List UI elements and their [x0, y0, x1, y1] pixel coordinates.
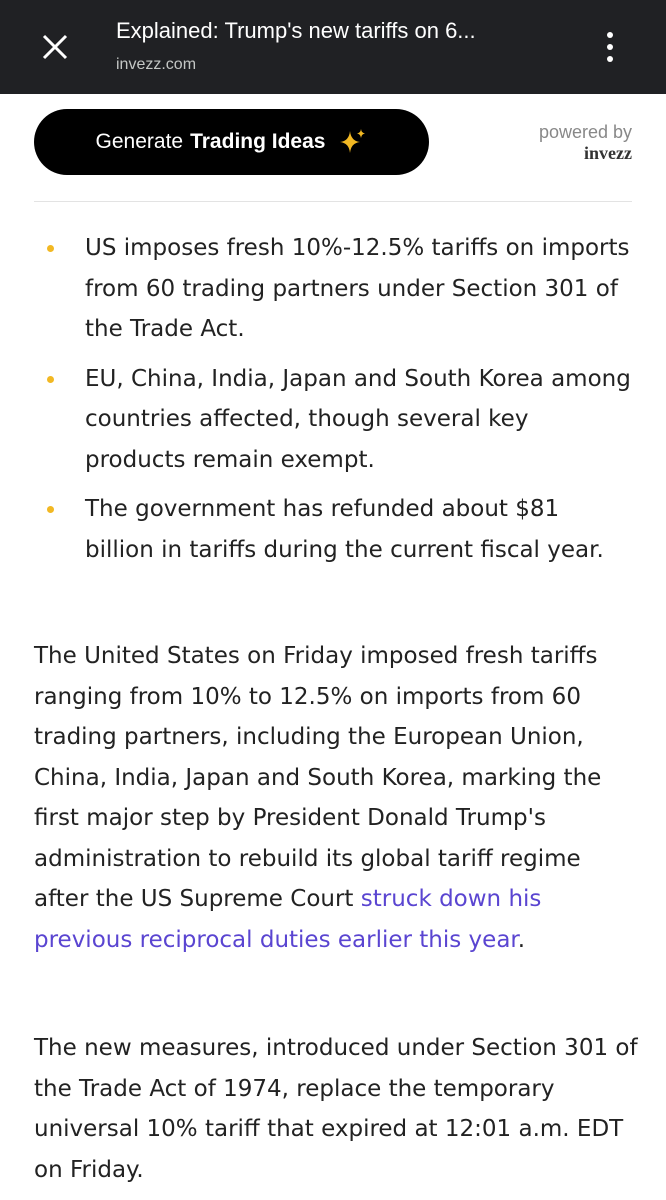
page-url: invezz.com [116, 56, 197, 73]
bullet-item: The government has refunded about $81 bi… [34, 489, 634, 570]
paragraph: The new measures, introduced under Secti… [34, 1028, 639, 1190]
page-title: Explained: Trump's new tariffs on 6... [116, 18, 476, 43]
key-points: US imposes fresh 10%-12.5% tariffs on im… [34, 228, 634, 579]
paragraph-text: The United States on Friday imposed fres… [34, 643, 602, 912]
brand-logo[interactable]: invezz [584, 143, 632, 163]
paragraph-text: The new measures, introduced under Secti… [34, 1035, 638, 1183]
bullet-item: US imposes fresh 10%-12.5% tariffs on im… [34, 228, 634, 350]
sparkle-icon [340, 129, 366, 153]
button-bold-text: Trading Ideas [190, 130, 326, 153]
close-button[interactable] [41, 33, 69, 61]
powered-by-text: powered by [538, 122, 632, 142]
paragraph: The United States on Friday imposed fres… [34, 636, 639, 960]
generate-button[interactable]: Generate Trading Ideas [34, 109, 429, 175]
button-text: Generate [95, 130, 184, 153]
paragraph-text: . [517, 926, 526, 953]
browser-bar: Explained: Trump's new tariffs on 6... i… [0, 0, 666, 94]
bullet-item: EU, China, India, Japan and South Korea … [34, 359, 634, 481]
menu-button[interactable] [604, 30, 616, 64]
powered-by: powered by invezz [539, 122, 632, 164]
divider [34, 201, 632, 202]
article-link[interactable]: struck down his previous reciprocal duti… [34, 886, 542, 953]
